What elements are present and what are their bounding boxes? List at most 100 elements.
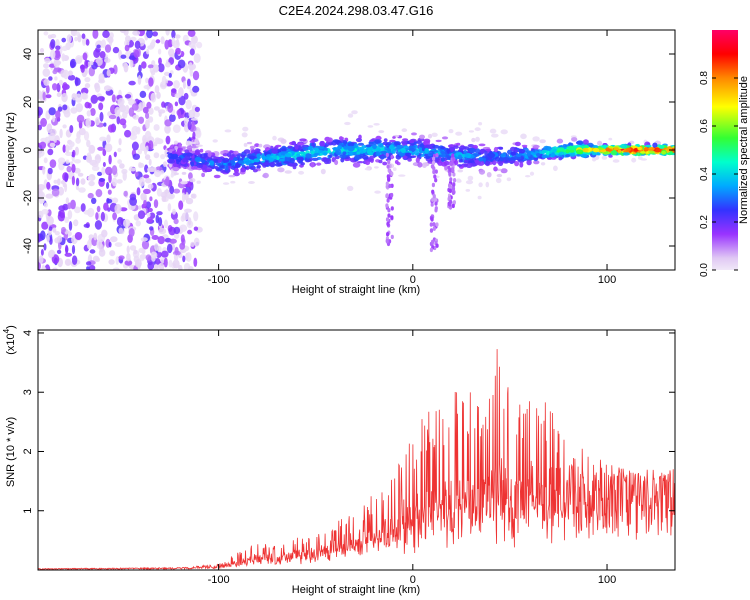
heatmap-cell: [451, 190, 455, 195]
heatmap-cell: [374, 166, 379, 169]
heatmap-cell: [96, 205, 101, 213]
chart-title: C2E4.2024.298.03.47.G16: [279, 3, 434, 18]
heatmap-cell: [95, 189, 103, 198]
heatmap-cell: [192, 131, 196, 140]
heatmap-cell: [46, 234, 50, 243]
heatmap-cell: [189, 178, 196, 183]
heatmap-cell: [67, 146, 73, 150]
heatmap-cell: [154, 170, 162, 178]
heatmap-cell: [391, 148, 396, 154]
heatmap-cell: [453, 178, 457, 183]
heatmap-cell: [357, 142, 365, 146]
heatmap-cell: [106, 182, 110, 189]
heatmap-cell: [101, 166, 106, 175]
heatmap-cell: [246, 141, 253, 145]
heatmap-cell: [188, 109, 196, 119]
heatmap-cell: [478, 122, 483, 126]
heatmap-x-tick-label: 100: [598, 274, 616, 286]
heatmap-cell: [40, 230, 46, 241]
heatmap-cell: [359, 156, 364, 159]
heatmap-cell: [187, 229, 193, 235]
heatmap-cell: [175, 47, 181, 55]
heatmap-cell: [392, 136, 396, 139]
heatmap-cell: [474, 148, 481, 154]
heatmap-y-tick-label: -40: [22, 238, 34, 254]
heatmap-cell: [67, 74, 76, 81]
heatmap-cell: [83, 223, 90, 228]
heatmap-cell: [182, 192, 186, 203]
heatmap-cell: [284, 170, 292, 174]
heatmap-cell: [464, 153, 469, 158]
heatmap-cell: [174, 93, 182, 99]
heatmap-cell: [118, 138, 122, 146]
heatmap-cell: [455, 131, 463, 136]
heatmap-cell: [125, 104, 130, 115]
heatmap-cell: [423, 156, 431, 159]
heatmap-cell: [441, 136, 449, 140]
heatmap-cell: [327, 137, 333, 143]
heatmap-cell: [233, 150, 239, 155]
heatmap-cell: [362, 155, 369, 160]
heatmap-cell: [401, 128, 408, 133]
heatmap-cell: [42, 91, 46, 101]
heatmap-cell: [154, 85, 160, 94]
heatmap-cell: [46, 123, 53, 134]
heatmap-cell: [97, 146, 104, 151]
heatmap-cell: [194, 106, 200, 113]
heatmap-cell: [99, 136, 107, 142]
heatmap-cell: [592, 145, 599, 149]
heatmap-cell: [440, 146, 445, 150]
heatmap-cell: [167, 102, 174, 113]
heatmap-cell: [209, 160, 215, 166]
heatmap-cell: [38, 124, 42, 131]
heatmap-cell: [154, 137, 161, 144]
heatmap-cell: [453, 145, 459, 149]
heatmap-cell: [385, 217, 390, 222]
heatmap-cell: [541, 154, 548, 159]
heatmap-cell: [394, 160, 399, 164]
heatmap-cell: [147, 167, 155, 173]
heatmap-cell: [193, 237, 200, 247]
heatmap-cell: [102, 162, 106, 167]
heatmap-cell: [432, 222, 436, 227]
heatmap-cell: [343, 140, 348, 145]
heatmap-cell: [556, 138, 564, 144]
heatmap-x-tick-label: -100: [208, 274, 230, 286]
heatmap-cell: [93, 232, 98, 241]
heatmap-cell: [101, 229, 108, 238]
heatmap-cell: [498, 146, 504, 150]
heatmap-cell: [521, 144, 528, 148]
heatmap-cell: [435, 222, 439, 227]
heatmap-cell: [94, 84, 101, 93]
heatmap-cell: [409, 139, 415, 144]
heatmap-cell: [347, 185, 354, 191]
heatmap-cell: [243, 142, 248, 147]
heatmap-cell: [390, 171, 394, 176]
heatmap-cell: [72, 220, 79, 226]
heatmap-cell: [116, 116, 121, 125]
heatmap-cell: [183, 92, 189, 100]
heatmap-cell: [139, 90, 147, 98]
heatmap-cell: [109, 250, 116, 257]
heatmap-cell: [86, 110, 92, 117]
heatmap-cell: [613, 147, 619, 151]
heatmap-cell: [44, 57, 51, 64]
heatmap-cell: [514, 161, 520, 167]
heatmap-cell: [299, 157, 304, 162]
heatmap-cell: [129, 197, 138, 206]
heatmap-cell: [212, 139, 218, 143]
heatmap-cell: [52, 83, 58, 91]
heatmap-cell: [620, 143, 628, 149]
heatmap-cell: [414, 150, 420, 156]
heatmap-cell: [298, 151, 306, 155]
heatmap-cell: [174, 101, 179, 107]
heatmap-cell: [407, 158, 412, 162]
heatmap-cell: [478, 169, 486, 175]
heatmap-cell: [580, 153, 588, 158]
heatmap-cell: [583, 145, 590, 149]
heatmap-cell: [67, 202, 72, 210]
heatmap-cell: [377, 142, 384, 148]
heatmap-cell: [99, 111, 104, 122]
heatmap-cell: [43, 157, 48, 164]
heatmap-cell: [474, 127, 481, 132]
